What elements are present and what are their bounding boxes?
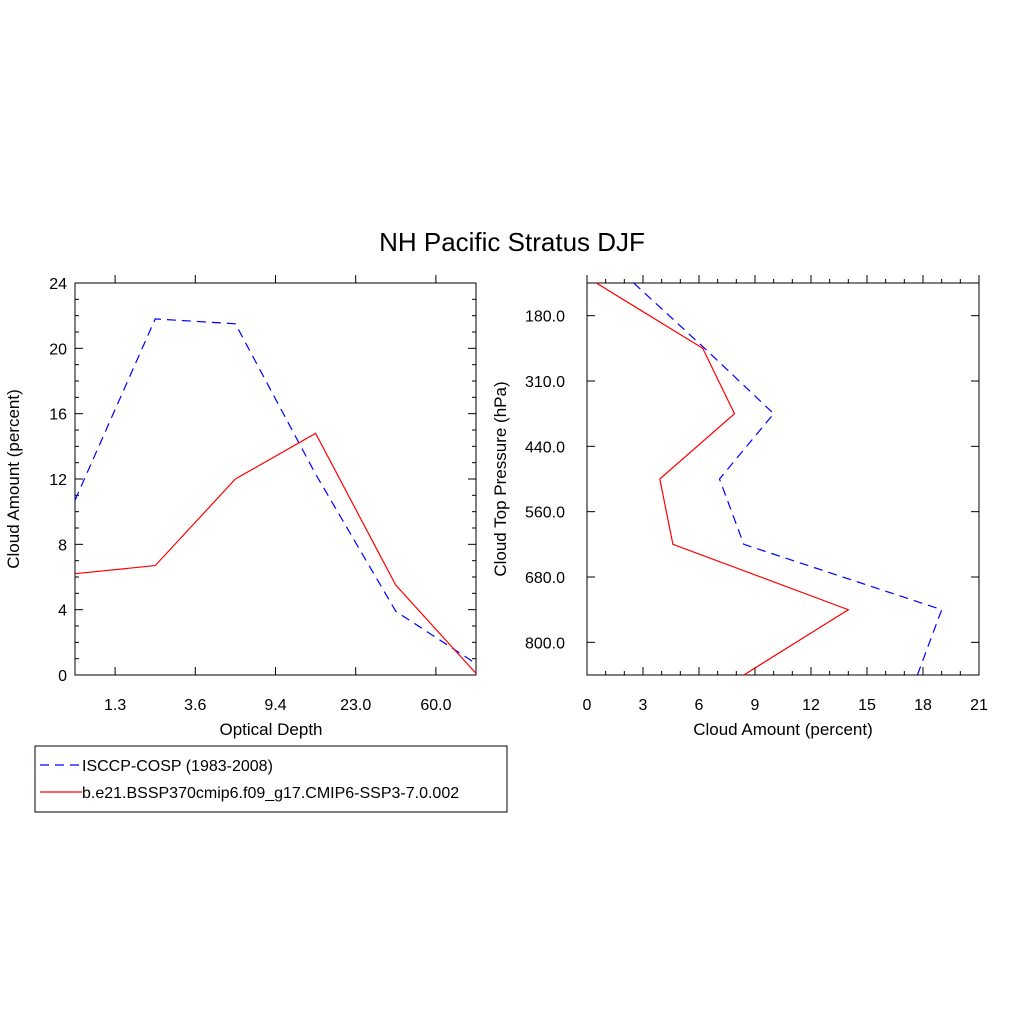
right-series-model-line xyxy=(595,282,850,676)
legend-label-model: b.e21.BSSP370cmip6.f09_g17.CMIP6-SSP3-7.… xyxy=(82,785,459,802)
right-xtick-label: 15 xyxy=(858,697,876,714)
left-xtick-label: 1.3 xyxy=(104,697,126,714)
right-xtick-label: 9 xyxy=(751,697,760,714)
left-panel: 0 4 8 12 16 20 24 1.3 3.6 9.4 23.0 60.0 Optical Dep… xyxy=(4,275,477,739)
left-xtick-label: 23.0 xyxy=(340,697,371,714)
right-series xyxy=(595,282,943,676)
left-series-isccp-line xyxy=(74,318,477,665)
right-xtick-label: 0 xyxy=(583,697,592,714)
right-xtick-label: 18 xyxy=(914,697,932,714)
legend-label-isccp: ISCCP-COSP (1983-2008) xyxy=(82,758,273,775)
left-ticks: 0 4 8 12 16 20 24 1.3 3.6 9.4 23.0 60.0 xyxy=(49,275,476,714)
left-xtick-label: 3.6 xyxy=(184,697,206,714)
left-series-model-line xyxy=(74,432,477,674)
right-ytick-label: 800.0 xyxy=(525,635,565,652)
left-xtick-label: 9.4 xyxy=(264,697,286,714)
right-ytick-label: 310.0 xyxy=(525,374,565,391)
left-xtick-label: 60.0 xyxy=(420,697,451,714)
left-series xyxy=(74,318,477,674)
right-ytick-label: 560.0 xyxy=(525,505,565,522)
right-ytick-label: 180.0 xyxy=(525,309,565,326)
right-ytick-label: 680.0 xyxy=(525,570,565,587)
left-ytick-label: 24 xyxy=(49,276,67,293)
left-ytick-label: 8 xyxy=(58,537,67,554)
left-ytick-label: 0 xyxy=(58,668,67,685)
left-plot-frame xyxy=(74,282,477,676)
left-ytick-label: 20 xyxy=(49,341,67,358)
right-ticks: 0 3 6 9 12 15 18 21 180.0 310.0 440.0 560.0 680.0 800… xyxy=(525,275,988,714)
right-xtick-label: 3 xyxy=(639,697,648,714)
left-ytick-label: 16 xyxy=(49,407,67,424)
right-xtick-label: 6 xyxy=(695,697,704,714)
left-ytick-label: 4 xyxy=(58,603,67,620)
right-xtick-label: 21 xyxy=(970,697,988,714)
left-ytick-label: 12 xyxy=(49,472,67,489)
right-xlabel: Cloud Amount (percent) xyxy=(693,720,873,739)
right-panel: 0 3 6 9 12 15 18 21 180.0 310.0 440.0 560.0 680.0 800… xyxy=(491,275,988,739)
right-xtick-label: 12 xyxy=(802,697,820,714)
right-plot-frame xyxy=(586,282,980,676)
right-ytick-label: 440.0 xyxy=(525,439,565,456)
legend: ISCCP-COSP (1983-2008) b.e21.BSSP370cmip… xyxy=(34,745,508,813)
right-ylabel: Cloud Top Pressure (hPa) xyxy=(491,381,510,576)
figure-title: NH Pacific Stratus DJF xyxy=(379,227,645,257)
legend-box xyxy=(34,745,508,813)
left-ylabel: Cloud Amount (percent) xyxy=(4,389,23,569)
left-xlabel: Optical Depth xyxy=(220,720,323,739)
right-series-isccp-line xyxy=(633,282,943,676)
